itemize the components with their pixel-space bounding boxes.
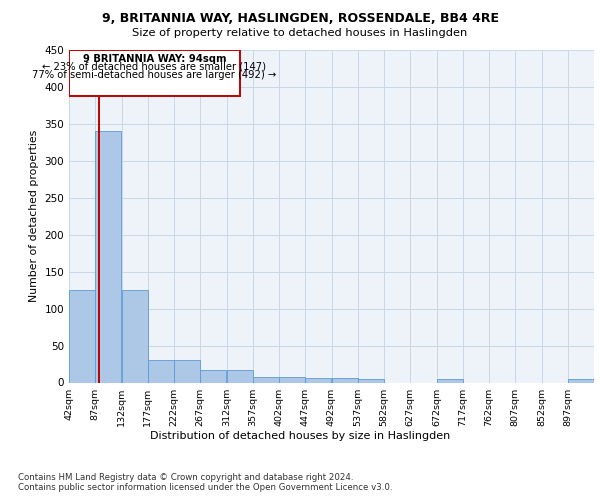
Bar xyxy=(174,360,200,382)
Bar xyxy=(279,378,305,382)
Bar xyxy=(200,370,226,382)
Bar xyxy=(122,290,148,382)
Bar xyxy=(227,370,253,382)
Text: 9 BRITANNIA WAY: 94sqm: 9 BRITANNIA WAY: 94sqm xyxy=(83,54,226,64)
Text: Distribution of detached houses by size in Haslingden: Distribution of detached houses by size … xyxy=(150,431,450,441)
Bar xyxy=(253,376,279,382)
Bar xyxy=(358,379,384,382)
Bar xyxy=(69,290,95,382)
Y-axis label: Number of detached properties: Number of detached properties xyxy=(29,130,39,302)
Text: 9, BRITANNIA WAY, HASLINGDEN, ROSSENDALE, BB4 4RE: 9, BRITANNIA WAY, HASLINGDEN, ROSSENDALE… xyxy=(101,12,499,26)
Bar xyxy=(332,378,358,382)
Bar xyxy=(95,132,121,382)
Bar xyxy=(437,379,463,382)
Text: ← 23% of detached houses are smaller (147): ← 23% of detached houses are smaller (14… xyxy=(43,62,266,72)
Bar xyxy=(568,379,594,382)
Text: Contains HM Land Registry data © Crown copyright and database right 2024.: Contains HM Land Registry data © Crown c… xyxy=(18,472,353,482)
Bar xyxy=(148,360,174,382)
Bar xyxy=(69,50,239,96)
Text: 77% of semi-detached houses are larger (492) →: 77% of semi-detached houses are larger (… xyxy=(32,70,277,80)
Bar xyxy=(305,378,331,382)
Text: Contains public sector information licensed under the Open Government Licence v3: Contains public sector information licen… xyxy=(18,484,392,492)
Text: Size of property relative to detached houses in Haslingden: Size of property relative to detached ho… xyxy=(133,28,467,38)
